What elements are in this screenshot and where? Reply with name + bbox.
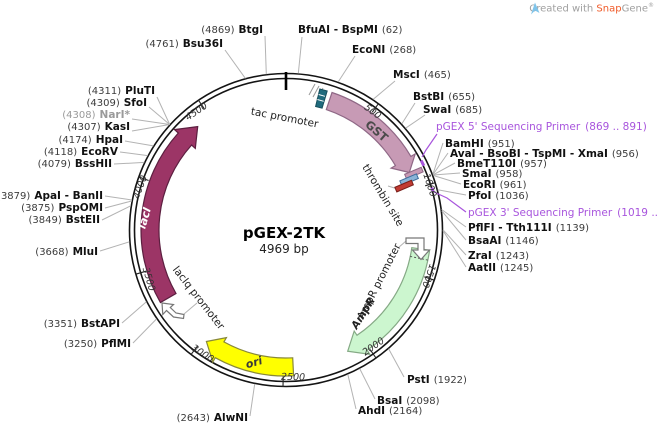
thrombin-site-label[interactable]: thrombin site (359, 162, 405, 228)
site-apai-banii-label[interactable]: (3879) ApaI - BanII (0, 190, 103, 202)
feature-laci-arrow[interactable] (140, 125, 199, 304)
laciq-promoter-label[interactable]: lacIq promoter (170, 264, 227, 333)
ampr-segment-divider (410, 255, 428, 261)
site-bstapi-label[interactable]: (3351) BstAPI (44, 318, 120, 330)
site-bsshii-label[interactable]: (4079) BssHII (38, 158, 112, 170)
site-mlui-label[interactable]: (3668) MluI (35, 246, 98, 258)
site-bsaai-label[interactable]: BsaAI (1146) (468, 235, 539, 247)
feature-ampr-promoter-arrow[interactable] (405, 237, 431, 261)
ori-label[interactable]: ori (244, 354, 264, 371)
site-bsu36i-label[interactable]: (4761) Bsu36I (145, 38, 223, 50)
watermark-registered-mark: ® (648, 2, 654, 9)
feature-ori-arrow[interactable] (205, 336, 295, 377)
site-bamhi-label[interactable]: BamHI (951) (445, 138, 515, 150)
site-zrai-label[interactable]: ZraI (1243) (468, 250, 529, 262)
site-swai-label[interactable]: SwaI (685) (423, 104, 482, 116)
site-bstbi-label[interactable]: BstBI (655) (413, 91, 475, 103)
site-nari-label[interactable]: (4308) NarI* (62, 109, 130, 121)
primer-3-label[interactable]: pGEX 3' Sequencing Primer(1019 .. 1041) (468, 207, 660, 219)
site-ahdi-label[interactable]: AhdI (2164) (358, 405, 422, 417)
tick-label-2500: 2500 (281, 372, 305, 383)
tac-promoter-label[interactable]: tac promoter (250, 106, 320, 131)
plasmid-size: 4969 bp (259, 242, 309, 256)
primer-markers (419, 133, 467, 213)
leader-lines (99, 35, 467, 417)
watermark-brand-gene: Gene (621, 3, 648, 15)
site-bfuai-bspmi-label[interactable]: BfuAI - BspMI (62) (298, 24, 403, 36)
primer-labels: pGEX 5' Sequencing Primer (869 .. 891) pG… (436, 121, 660, 219)
feature-tac-promoter-box[interactable] (308, 83, 328, 109)
site-pfoi-label[interactable]: PfoI (1036) (468, 190, 529, 202)
feature-arrows (140, 83, 431, 377)
site-msci-label[interactable]: MscI (465) (393, 69, 451, 81)
site-alwni-label[interactable]: (2643) AlwNI (177, 412, 248, 424)
site-bsteii-label[interactable]: (3849) BstEII (28, 214, 100, 226)
site-bsai-label[interactable]: BsaI (2098) (377, 395, 440, 407)
snapgene-watermark: Created with SnapGene® (529, 2, 654, 15)
site-ecorv-label[interactable]: (4118) EcoRV (44, 146, 119, 158)
feature-ampr-arrow[interactable] (346, 247, 431, 356)
site-pspomi-label[interactable]: (3875) PspOMI (21, 202, 103, 214)
site-smai-label[interactable]: SmaI (958) (462, 168, 522, 180)
position-ticks (135, 99, 436, 388)
site-bmet110i-label[interactable]: BmeT110I (957) (457, 158, 547, 170)
site-labels-left: (4869) BtgI (4761) Bsu36I (4311) PluTI (430… (0, 24, 263, 424)
site-hpai-label[interactable]: (4174) HpaI (58, 134, 123, 146)
site-labels-right: BfuAI - BspMI (62) EcoNI (268) MscI (465) B… (298, 24, 639, 417)
site-sfoi-label[interactable]: (4309) SfoI (86, 97, 147, 109)
plasmid-name: pGEX-2TK (243, 224, 327, 242)
plasmid-backbone (128, 72, 444, 388)
site-aatii-label[interactable]: AatII (1245) (468, 262, 533, 274)
feature-laciq-promoter-arrow[interactable] (161, 302, 185, 320)
site-btgi-label[interactable]: (4869) BtgI (201, 24, 263, 36)
watermark-created-with: Created with (529, 3, 594, 15)
primer-5-label[interactable]: pGEX 5' Sequencing Primer (869 .. 891) (436, 121, 647, 133)
site-ecori-label[interactable]: EcoRI (961) (463, 179, 527, 191)
laci-label[interactable]: lacI (135, 206, 154, 231)
site-pflmi-label[interactable]: (3250) PflMI (64, 338, 131, 350)
site-econi-label[interactable]: EcoNI (268) (352, 44, 416, 56)
site-psti-label[interactable]: PstI (1922) (407, 374, 467, 386)
watermark-brand-snap: Snap (596, 3, 622, 15)
feature-thrombin-site-box[interactable] (394, 166, 424, 193)
site-kasi-label[interactable]: (4307) KasI (67, 121, 130, 133)
site-pflfi-label[interactable]: PflFI - Tth111I (1139) (468, 222, 589, 234)
site-avai-label[interactable]: AvaI - BsoBI - TspMI - XmaI (956) (450, 148, 639, 160)
tick-label-4500: 4500 (184, 101, 210, 124)
snapgene-logo-icon (531, 2, 540, 15)
site-pluti-label[interactable]: (4311) PluTI (88, 85, 155, 97)
